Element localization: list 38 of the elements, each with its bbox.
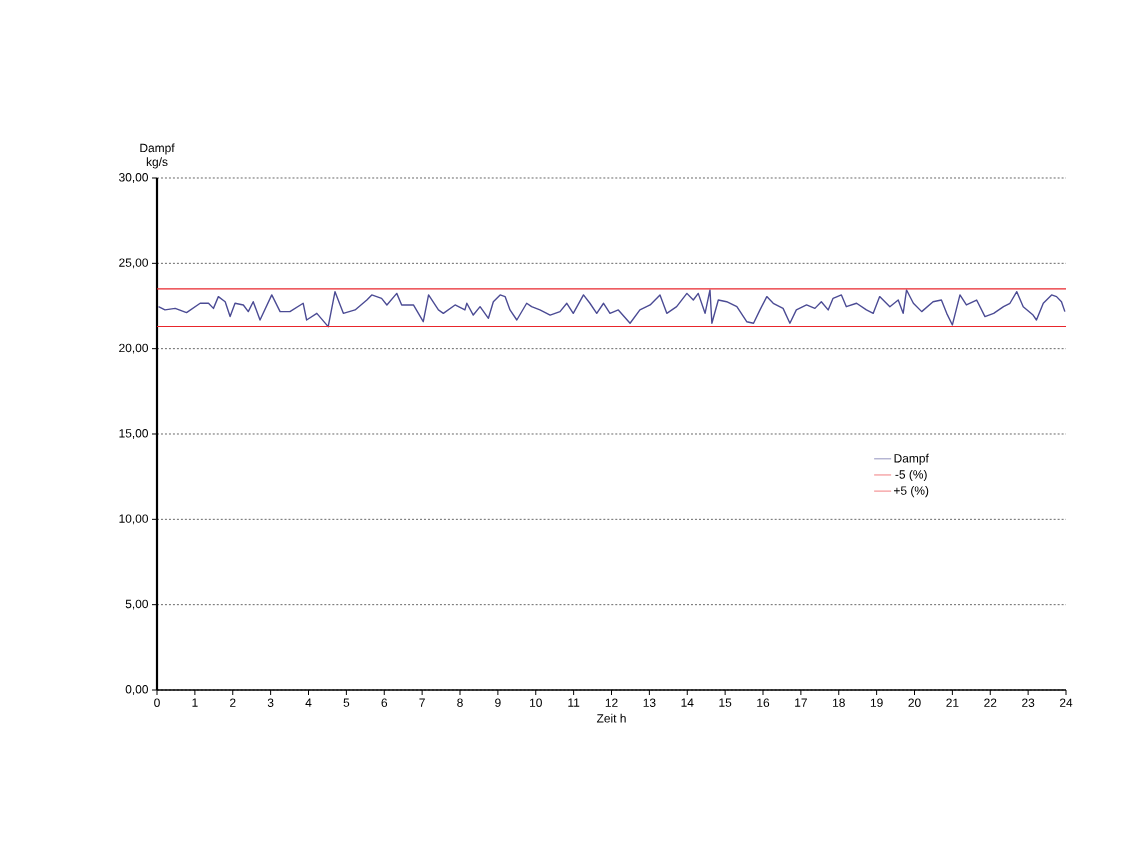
legend-label: +5 (%)	[894, 486, 929, 498]
x-tick-label: 20	[908, 698, 921, 707]
x-tick-label: 24	[1059, 698, 1073, 707]
x-tick-label: 18	[833, 698, 845, 707]
x-tick-label: 0	[154, 698, 160, 707]
x-tick-label: 14	[681, 698, 694, 707]
y-tick-label: 5,00	[125, 599, 149, 610]
x-tick-label: 7	[419, 698, 425, 707]
x-tick-label: 16	[757, 698, 770, 707]
x-tick-label: 19	[870, 698, 883, 707]
y-tick-label: 15,00	[119, 429, 149, 439]
x-tick-label: 1	[192, 698, 198, 707]
x-axis-title: Zeit h	[596, 713, 626, 723]
x-tick-label: 21	[946, 698, 959, 707]
x-tick-label: 23	[1022, 698, 1035, 707]
x-tick-label: 11	[568, 698, 580, 707]
x-tick-label: 15	[719, 698, 732, 707]
x-tick-label: 6	[381, 698, 388, 707]
y-tick-label: 10,00	[119, 514, 149, 525]
x-tick-label: 3	[267, 698, 274, 707]
y-tick-label: 25,00	[119, 258, 149, 269]
x-tick-label: 8	[457, 698, 463, 707]
y-tick-label: 20,00	[119, 343, 149, 354]
legend-label: -5 (%)	[895, 469, 927, 481]
x-tick-label: 4	[305, 698, 312, 707]
y-tick-label: 30,00	[119, 173, 149, 183]
x-tick-label: 22	[984, 698, 997, 707]
x-tick-label: 17	[795, 698, 807, 707]
y-axis-title: Dampf kg/s	[140, 143, 175, 169]
x-tick-label: 9	[495, 698, 501, 707]
line-series	[157, 289, 1066, 328]
x-tick-label: 2	[230, 698, 236, 707]
x-tick-label: 10	[530, 698, 542, 707]
legend-label: Dampf	[894, 453, 929, 465]
x-tick-label: 5	[343, 698, 350, 707]
y-tick-label: 0,00	[125, 685, 149, 695]
x-tick-label: 12	[605, 698, 618, 707]
x-tick-label: 13	[643, 698, 656, 707]
